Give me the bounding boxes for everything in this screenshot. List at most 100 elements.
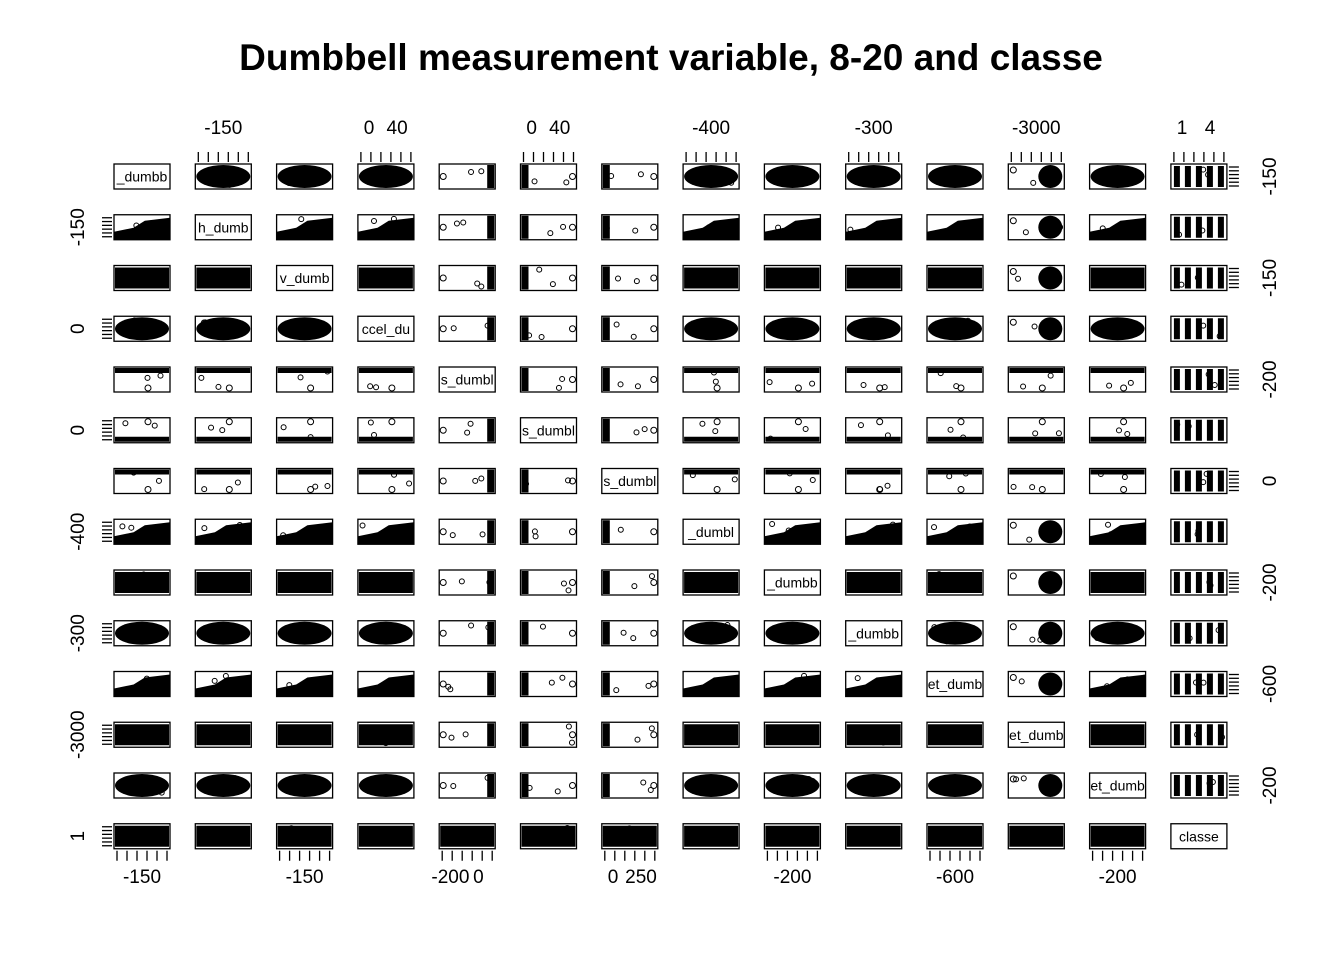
- panel-2-4: [438, 264, 496, 292]
- panel-6-4: [438, 467, 496, 495]
- point-fill: [765, 267, 820, 289]
- outlier-point: [486, 579, 493, 586]
- point-cloud: [521, 824, 576, 847]
- classe-band: [928, 825, 982, 847]
- outlier-point: [323, 630, 330, 637]
- outlier-point: [450, 325, 457, 332]
- edge-cluster: [602, 165, 610, 188]
- panel-frame: [519, 620, 578, 647]
- outlier-point: [947, 426, 954, 433]
- panel-frame: [601, 163, 659, 190]
- outlier-point: [378, 273, 385, 280]
- edge-cluster: [115, 436, 169, 442]
- outlier-point: [280, 424, 287, 431]
- point-fill: [846, 724, 901, 746]
- panel-1-12: [1088, 214, 1147, 241]
- outlier-point: [484, 322, 491, 329]
- point-cloud: [765, 267, 820, 289]
- outlier-point: [973, 223, 981, 231]
- panel-12-10: [926, 772, 984, 799]
- point-blob: [1038, 266, 1063, 290]
- panel-8-1: [194, 569, 252, 596]
- point-cloud: [684, 317, 739, 341]
- outlier-point: [1112, 629, 1119, 636]
- point-cloud: [602, 165, 658, 188]
- variable-label: v_dumb: [280, 270, 330, 286]
- outlier-point: [388, 384, 396, 392]
- point-cloud: [439, 317, 495, 341]
- point-cloud: [1173, 166, 1224, 187]
- outlier-point: [650, 426, 658, 434]
- outlier-point: [1119, 833, 1126, 840]
- panel-11-9: [845, 721, 903, 748]
- outlier-point: [1136, 223, 1144, 231]
- panel-8-10: [926, 569, 984, 596]
- classe-stripe: [1195, 470, 1202, 492]
- edge-cluster: [487, 774, 495, 797]
- outlier-point: [1009, 623, 1017, 631]
- edge-cluster: [602, 520, 610, 544]
- point-cloud: [439, 672, 495, 696]
- outlier-point: [1057, 224, 1064, 231]
- panel-11-10: [926, 721, 984, 748]
- point-cloud: [521, 165, 576, 188]
- classe-stripe: [1195, 724, 1202, 746]
- point-cloud: [521, 368, 576, 391]
- outlier-point: [951, 829, 958, 836]
- outlier-point: [1136, 528, 1144, 536]
- point-cloud: [765, 418, 820, 442]
- point-cloud: [358, 621, 413, 645]
- outlier-point: [560, 580, 567, 587]
- outlier-point: [285, 180, 292, 187]
- outlier-point: [634, 736, 641, 743]
- panel-6-12: [1088, 467, 1147, 495]
- point-blob: [1038, 571, 1063, 594]
- outlier-point: [548, 679, 555, 686]
- outlier-point: [148, 637, 155, 644]
- classe-stripe: [1184, 521, 1191, 543]
- top-axis-label: -400: [692, 118, 730, 139]
- panel-9-7: [682, 620, 740, 647]
- variable-label: s_dumbl: [603, 473, 656, 489]
- classe-stripe: [1184, 622, 1191, 644]
- outlier-point: [219, 427, 226, 434]
- point-cloud: [1173, 216, 1224, 238]
- outlier-point: [889, 521, 896, 528]
- edge-cluster: [602, 672, 610, 696]
- outlier-point: [731, 476, 738, 483]
- panel-10-9: [845, 670, 903, 698]
- panel-8-3: [357, 569, 415, 596]
- point-blob: [1038, 317, 1063, 341]
- classe-stripe: [1173, 318, 1180, 340]
- outlier-point: [207, 280, 214, 287]
- point-cloud: [1090, 317, 1145, 341]
- outlier-point: [709, 621, 716, 628]
- outlier-point: [394, 170, 401, 177]
- point-cloud: [1173, 673, 1224, 695]
- outlier-point: [1199, 227, 1206, 234]
- classe-stripe: [1173, 775, 1180, 796]
- point-cloud: [846, 267, 901, 289]
- point-band: [357, 674, 414, 697]
- classe-stripe: [1217, 622, 1224, 644]
- point-cloud: [602, 266, 658, 290]
- panel-2-2: v_dumb: [275, 264, 334, 292]
- point-band: [1089, 217, 1146, 240]
- panel-12-6: [601, 772, 659, 799]
- classe-stripe: [1184, 166, 1191, 187]
- outlier-point: [160, 680, 168, 688]
- panel-5-10: [926, 417, 984, 444]
- outlier-point: [554, 788, 561, 795]
- outlier-point: [632, 227, 639, 234]
- panel-7-0: [113, 518, 171, 545]
- point-band: [114, 217, 170, 240]
- point-blob: [928, 774, 982, 797]
- classe-stripe: [1206, 216, 1213, 238]
- panel-frame: [519, 214, 578, 241]
- left-axis-label: -3000: [68, 710, 89, 759]
- point-cloud: [196, 267, 251, 289]
- variable-label: classe: [1179, 828, 1219, 844]
- panel-8-12: [1088, 569, 1147, 596]
- classe-stripe: [1184, 572, 1191, 593]
- point-cloud: [1173, 470, 1224, 492]
